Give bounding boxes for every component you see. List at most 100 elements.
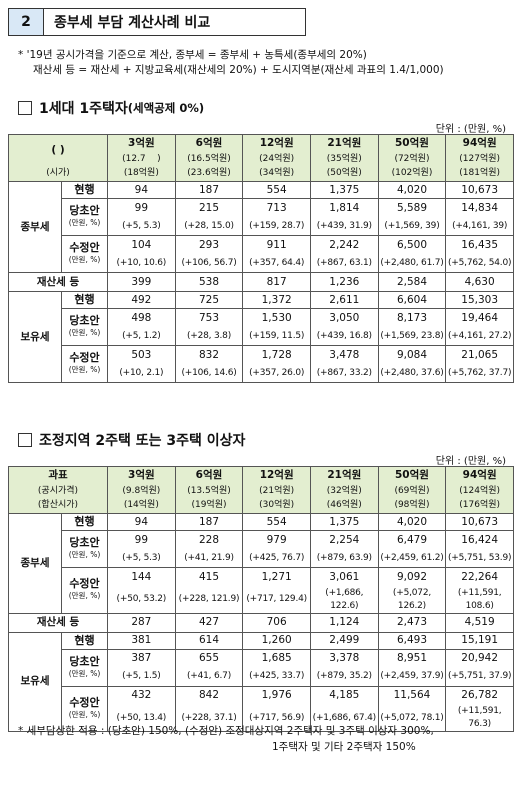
group-label: 종부세	[8, 513, 62, 614]
change-cell: (+5,072, 78.1)	[377, 705, 447, 732]
value-cell: 8,951	[377, 648, 447, 668]
section1-unit: 단위 : (만원, %)	[435, 124, 506, 135]
column-sub1: (72억원)	[377, 151, 447, 167]
change-cell: (+439, 31.9)	[309, 217, 379, 236]
change-cell: (+228, 121.9)	[174, 586, 244, 614]
change-cell: (+28, 3.8)	[174, 327, 244, 346]
value-cell: 9,092	[377, 567, 447, 587]
change-cell: (+867, 63.1)	[309, 254, 379, 273]
value-cell: 94	[107, 181, 176, 199]
value-cell: 2,242	[309, 235, 379, 255]
column-sub1: (127억원)	[445, 151, 514, 167]
table-row: 당초안 (만원, %) 99 228 979 2,254 6,479 16,424	[9, 530, 514, 568]
footnote: * 세부담상한 적용 : (당초안) 150%, (수정안) 조정대상지역 2주…	[18, 723, 434, 755]
change-cell: (+50, 13.4)	[107, 705, 176, 732]
value-cell: 1,685	[242, 648, 311, 668]
value-cell: 655	[174, 648, 244, 668]
value-cell: 1,236	[309, 272, 379, 292]
column-price: 3억원	[107, 466, 176, 484]
checkbox-square-icon	[18, 433, 32, 447]
change-cell: (+1,686, 122.6)	[309, 586, 379, 614]
value-cell: 15,191	[445, 631, 514, 650]
table-row: 당초안 (만원, %) 387 655 1,685 3,378 8,951 20,…	[9, 648, 514, 687]
column-price: 50억원	[377, 134, 447, 152]
row-label: 수정안 (만원, %)	[60, 235, 109, 273]
change-cell: (+106, 56.7)	[174, 254, 244, 273]
column-sub1: (69억원)	[377, 483, 447, 499]
column-sub2: (23.6억원)	[174, 166, 244, 182]
value-cell: 3,378	[309, 648, 379, 668]
table-row: (12.7 ) (16.5억원) (24억원) (35억원) (72억원) (1…	[9, 151, 514, 167]
section1-subtitle: (세액공제 0%)	[127, 101, 205, 115]
value-cell: 979	[242, 530, 311, 550]
value-cell: 753	[174, 308, 244, 328]
section-header: 2 종부세 부담 계산사례 비교	[8, 8, 306, 36]
column-sub1: (35억원)	[309, 151, 379, 167]
table-row: (합산시가) (14억원) (19억원) (30억원) (46억원) (98억원…	[7, 498, 514, 514]
section1-heading: 1세대 1주택자 (세액공제 0%)	[18, 98, 204, 118]
value-cell: 725	[174, 291, 244, 309]
change-cell: (+425, 33.7)	[242, 668, 311, 687]
value-cell: 99	[107, 198, 176, 218]
change-cell: (+2,459, 37.9)	[377, 668, 447, 687]
value-cell: 2,584	[377, 272, 447, 292]
group-label: 보유세	[8, 631, 62, 732]
change-cell: (+357, 64.4)	[242, 254, 311, 273]
change-cell: (+2,459, 61.2)	[377, 549, 447, 568]
value-cell: 1,124	[309, 612, 379, 633]
change-cell: (+2,480, 61.7)	[377, 254, 447, 273]
value-cell: 287	[107, 612, 176, 633]
table-row: (+5, 1.2) (+28, 3.8) (+159, 11.5) (+439,…	[9, 327, 514, 346]
value-cell: 6,479	[377, 530, 447, 550]
value-cell: 3,061	[309, 567, 379, 587]
column-sub2: (176억원)	[445, 498, 514, 514]
change-cell: (+5,751, 37.9)	[445, 668, 514, 687]
value-cell: 1,375	[309, 513, 379, 531]
column-price: 12억원	[242, 134, 311, 152]
value-cell: 215	[174, 198, 244, 218]
change-cell: (+106, 14.6)	[174, 364, 244, 383]
column-sub2: (98억원)	[377, 498, 447, 514]
change-cell: (+5, 5.3)	[107, 549, 176, 568]
column-sub2: (181억원)	[445, 166, 514, 182]
group-label: 보유세	[8, 291, 62, 383]
section2-title: 조정지역 2주택 또는 3주택 이상자	[39, 433, 246, 449]
value-cell: 4,630	[445, 272, 514, 292]
change-cell: (+11,591, 76.3)	[445, 705, 514, 732]
table-row: (+50, 13.4) (+228, 37.1) (+717, 56.9) (+…	[9, 705, 514, 732]
row-label: 수정안 (만원, %)	[60, 685, 109, 732]
value-cell: 817	[242, 272, 311, 292]
value-cell: 492	[107, 291, 176, 309]
section2-heading: 조정지역 2주택 또는 3주택 이상자	[18, 430, 245, 450]
column-price: 50억원	[377, 466, 447, 484]
table-row: 종부세 현행 94 187 554 1,375 4,020 10,673	[8, 181, 514, 273]
table-row: 수정안 (만원, %) 503 832 1,728 3,478 9,084 21,…	[9, 345, 514, 383]
column-sub1: (16.5억원)	[174, 151, 244, 167]
row-label: 현행	[60, 631, 109, 650]
section1-table: ( ) 3억원 6억원 12억원 21억원 50억원 94억원 (12.7 ) …	[7, 134, 514, 383]
value-cell: 21,065	[445, 345, 514, 365]
value-cell: 1,530	[242, 308, 311, 328]
value-cell: 15,303	[445, 291, 514, 309]
value-cell: 16,424	[445, 530, 514, 550]
value-cell: 1,976	[242, 685, 311, 705]
section1-title: 1세대 1주택자	[39, 101, 128, 117]
row-label: 현행	[60, 291, 109, 309]
value-cell: 1,814	[309, 198, 379, 218]
table-row: 보유세 현행 381 614 1,260 2,499 6,493 15,191	[8, 631, 514, 732]
column-sub1: (12.7 )	[107, 151, 176, 167]
table-row: 당초안 (만원, %) 99 215 713 1,814 5,589 14,834	[9, 198, 514, 236]
value-cell: 706	[242, 612, 311, 633]
value-cell: 3,478	[309, 345, 379, 365]
table-row: (시가) (18억원) (23.6억원) (34억원) (50억원) (102억…	[7, 166, 514, 182]
row-label: 당초안 (만원, %)	[60, 198, 109, 236]
value-cell: 842	[174, 685, 244, 705]
calc-note-2: 재산세 등 = 재산세 + 지방교육세(재산세의 20%) + 도시지역분(재산…	[33, 64, 444, 76]
head-label-cell: ( )	[7, 134, 109, 167]
table-row: 과표 3억원 6억원 12억원 21억원 50억원 94억원	[7, 466, 514, 484]
value-cell: 187	[174, 513, 244, 531]
change-cell: (+4,161, 39)	[445, 217, 514, 236]
value-cell: 22,264	[445, 567, 514, 587]
value-cell: 713	[242, 198, 311, 218]
value-cell: 9,084	[377, 345, 447, 365]
